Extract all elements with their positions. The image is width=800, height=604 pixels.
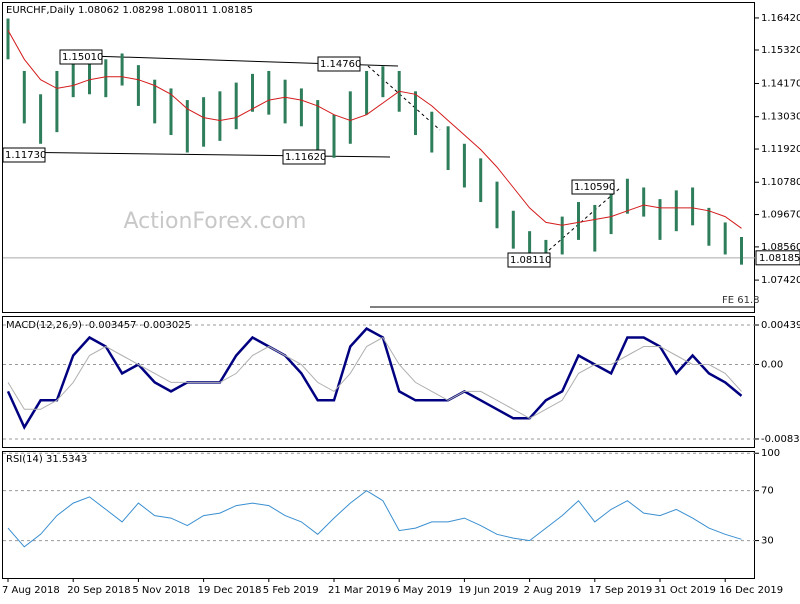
y-tick-label: 1.07420 [761, 275, 800, 286]
y-tick-label: 1.16420 [761, 13, 800, 24]
x-tick-label: 31 Oct 2019 [654, 585, 716, 596]
y-tick-label: 30 [761, 536, 774, 547]
last-price-box [755, 250, 800, 266]
x-tick-label: 21 Mar 2019 [328, 585, 391, 596]
rsi-pane [2, 451, 755, 579]
annotation-box [59, 49, 103, 65]
y-tick-label: 1.15320 [761, 45, 800, 56]
x-tick-label: 7 Aug 2018 [2, 585, 60, 596]
annotation: 1.15010 [62, 52, 103, 63]
y-tick-label: 1.08560 [761, 242, 800, 253]
projection-line [367, 65, 441, 131]
y-tick-label: 1.10780 [761, 177, 800, 188]
y-tick-label: 1.11920 [761, 144, 800, 155]
price-title: EURCHF,Daily 1.08062 1.08298 1.08011 1.0… [6, 5, 253, 16]
annotation: 1.10590 [574, 182, 615, 193]
annotation-box [507, 252, 551, 268]
y-tick-label: 1.13030 [761, 112, 800, 123]
x-tick-label: 6 May 2019 [393, 585, 452, 596]
watermark: ActionForex.com [124, 209, 307, 234]
x-tick-label: 2 Aug 2019 [524, 585, 582, 596]
x-tick-label: 19 Dec 2018 [198, 585, 262, 596]
line [7, 490, 742, 548]
y-tick-label: -0.008306 [761, 434, 800, 445]
last-price-label: 1.08185 [759, 253, 800, 264]
annotation: 1.14760 [320, 59, 361, 70]
annotation-box [571, 179, 615, 195]
annotation: FE 61.8 [722, 295, 760, 306]
annotation-box [317, 56, 361, 72]
macd-pane [2, 316, 755, 448]
line [7, 29, 742, 229]
x-tick-label: 5 Nov 2018 [132, 585, 190, 596]
annotation: 1.11730 [5, 150, 46, 161]
macd-title: MACD(12,26,9) -0.003457 -0.003025 [6, 320, 191, 331]
line [6, 327, 743, 430]
y-tick-label: 1.09670 [761, 210, 800, 221]
x-tick-label: 16 Dec 2019 [719, 585, 783, 596]
x-tick-label: 17 Sep 2019 [589, 585, 652, 596]
annotation: 1.08110 [510, 255, 551, 266]
y-tick-label: 0.004398 [761, 320, 800, 331]
y-tick-label: 100 [761, 448, 780, 459]
y-tick-label: 70 [761, 486, 774, 497]
x-tick-label: 19 Jun 2019 [458, 585, 518, 596]
x-tick-label: 20 Sep 2018 [67, 585, 130, 596]
y-tick-label: 1.14170 [761, 78, 800, 89]
x-tick-label: 5 Feb 2019 [263, 585, 319, 596]
line [7, 336, 742, 419]
annotation-box [2, 147, 46, 163]
rsi-title: RSI(14) 31.5343 [6, 454, 87, 465]
annotation: 1.11620 [285, 152, 326, 163]
annotation-box [282, 149, 326, 165]
y-tick-label: 0.00 [761, 359, 783, 370]
